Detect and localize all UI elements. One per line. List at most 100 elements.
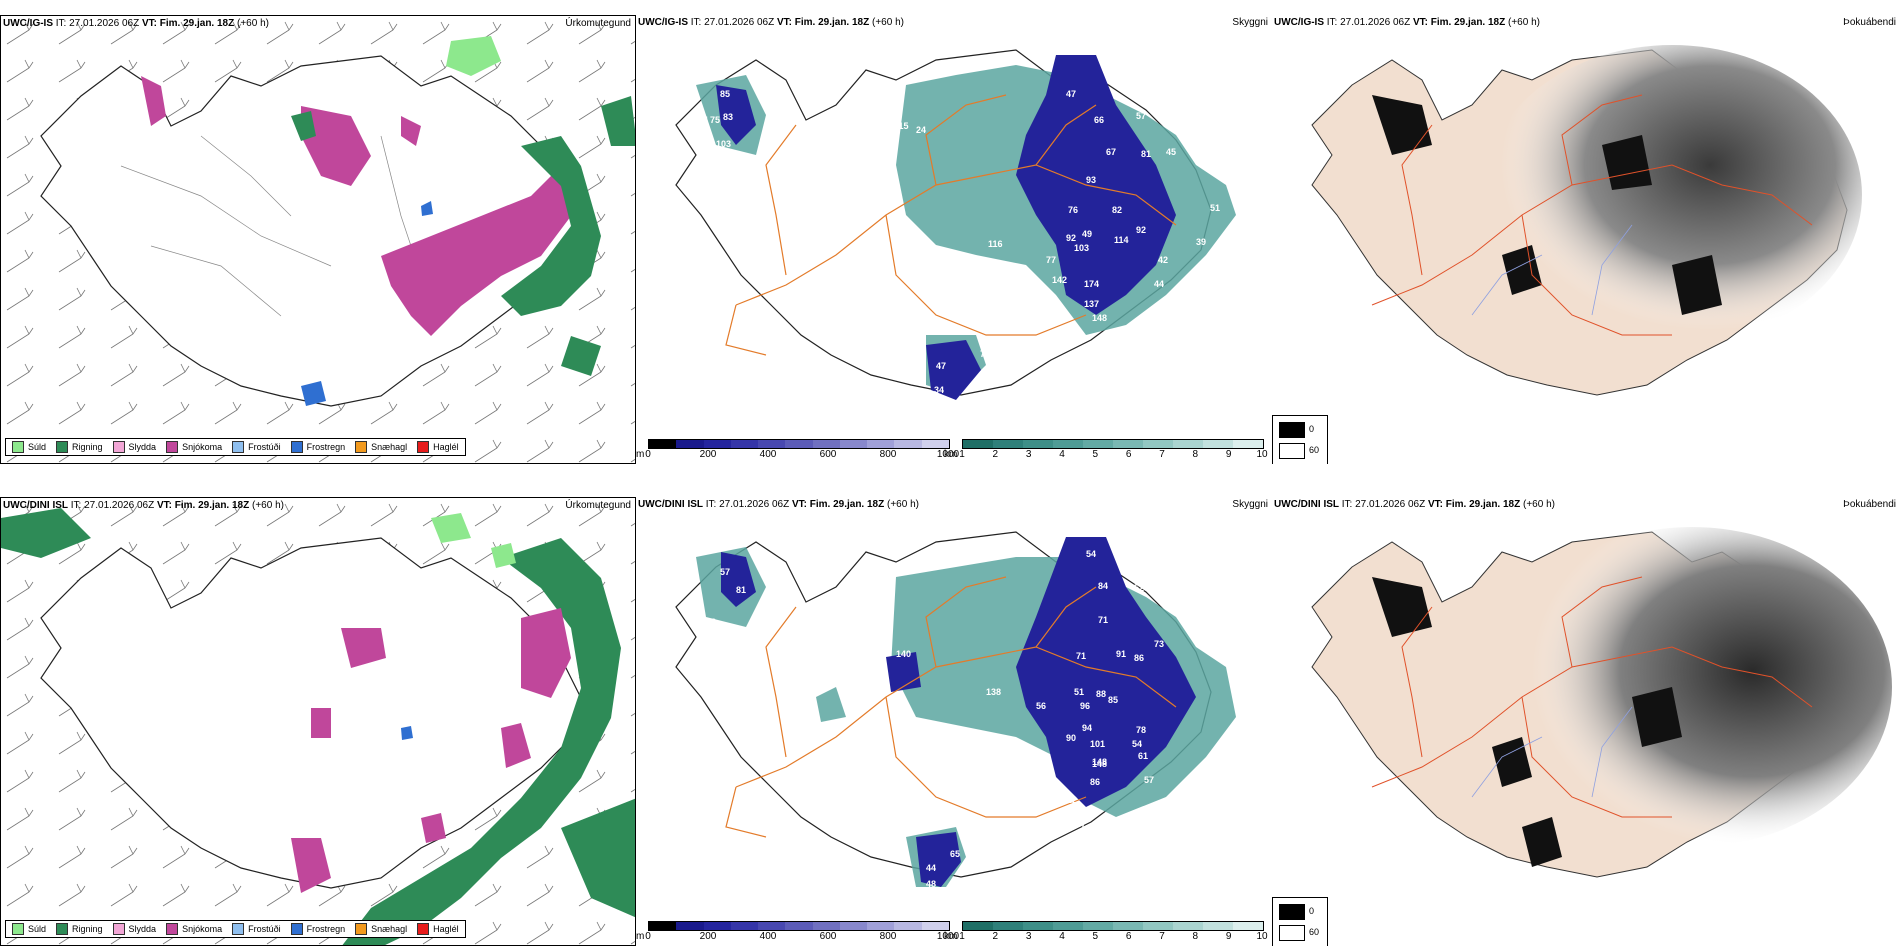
precip-legend-top: Súld Rigning Slydda Snjókoma Frostúði Fr…	[5, 438, 466, 456]
ceiling-value-label: 67	[1106, 147, 1116, 157]
colorbar-segment	[1113, 922, 1143, 930]
legend-swatch	[232, 441, 245, 453]
colorbar-tick-label: 10	[1256, 449, 1268, 460]
fog-legend-top: 0 60	[1272, 415, 1328, 464]
colorbar-segment	[963, 440, 993, 448]
colorbar-tick-label: 9	[1225, 931, 1232, 942]
colorbar-segment	[1143, 440, 1173, 448]
colorbar-segment	[1203, 922, 1233, 930]
legend-item-frostudi: Frostúði	[232, 923, 281, 935]
ceiling-value-label: 86	[1090, 777, 1100, 787]
colorbar-segment	[649, 440, 677, 448]
legend-swatch	[166, 923, 179, 935]
ceiling-value-label: 65	[950, 849, 960, 859]
precip-panel-top: UWC/IG-IS IT: 27.01.2026 06Z VT: Fim. 29…	[0, 15, 636, 464]
drizzle-area	[431, 513, 516, 568]
colorbar-tick-label: 600	[819, 931, 837, 942]
colorbar-tick-label: 10	[1256, 931, 1268, 942]
ceiling-value-label: 39	[1196, 237, 1206, 247]
precip-panel-bottom: UWC/DINI ISL IT: 27.01.2026 06Z VT: Fim.…	[0, 497, 636, 946]
precip-label-bottom: Úrkomutegund	[565, 500, 631, 511]
colorbar-tick-label: 6	[1125, 931, 1132, 942]
ceiling-value-label: 52	[1134, 583, 1144, 593]
legend-swatch	[112, 441, 125, 453]
snow-area	[291, 608, 571, 893]
colorbar-tick-label: 3	[1025, 449, 1032, 460]
ceiling-value-label: 148	[1092, 757, 1107, 767]
ceiling-value-label: 91	[1116, 649, 1126, 659]
colorbar-segment	[1083, 922, 1113, 930]
ceiling-value-label: 47	[936, 361, 946, 371]
ceiling-colorbar-bottom	[648, 921, 950, 931]
precip-map-top	[1, 16, 635, 463]
legend-item-slydda: Slydda	[112, 923, 156, 935]
ceiling-value-label: 50	[1202, 637, 1212, 647]
colorbar-segment	[839, 922, 868, 930]
ceiling-value-label: 44	[926, 863, 936, 873]
colorbar-segment	[1113, 440, 1143, 448]
ceiling-value-label: 78	[1136, 725, 1146, 735]
ceiling-area	[716, 55, 1176, 400]
ceiling-value-label: 93	[1086, 175, 1096, 185]
road-network	[1371, 94, 1813, 336]
ceiling-value-label: 172	[846, 133, 861, 143]
legend-item-slydda: Slydda	[112, 441, 156, 453]
ceiling-value-label: 81	[1141, 149, 1151, 159]
ceiling-value-label: 103	[716, 139, 731, 149]
ceiling-map-bottom: 57 81 82 54 84 52 71 73 50 112 137 140 71 91 86 138 51 88…	[675, 531, 1236, 889]
ceiling-value-label: 66	[1094, 115, 1104, 125]
legend-item-snjokoma: Snjókoma	[166, 923, 222, 935]
ceiling-value-label: 136	[1002, 263, 1017, 273]
fog-panel-bottom: UWC/DINI ISL IT: 27.01.2026 06Z VT: Fim.…	[1272, 497, 1900, 946]
colorbar-segment	[1023, 922, 1053, 930]
colorbar-segment	[649, 922, 677, 930]
ceiling-value-label: 47	[1076, 819, 1086, 829]
colorbar-tick-label: 3	[1025, 931, 1032, 942]
colorbar-tick-label: 200	[699, 931, 717, 942]
legend-swatch	[56, 923, 69, 935]
colorbar-segment	[921, 440, 949, 448]
legend-item-rigning: Rigning	[56, 441, 103, 453]
visibility-colorbar-top	[962, 439, 1264, 449]
ceiling-value-label: 75	[946, 731, 956, 741]
legend-item-snaehagl: Snæhagl	[355, 923, 407, 935]
ceiling-value-label: 57	[1136, 111, 1146, 121]
fog-label-bottom: Þokuábendi	[1843, 499, 1896, 510]
colorbar-segment	[703, 922, 731, 930]
visibility-unit-bottom: km	[944, 931, 958, 942]
legend-item-snaehagl: Snæhagl	[355, 441, 407, 453]
ceiling-label-group: 57 81 82 54 84 52 71 73 50 112 137 140 71 91 86 138 51 88…	[706, 549, 1212, 889]
colorbar-tick-label: 600	[819, 449, 837, 460]
road-network	[1371, 576, 1813, 818]
ceiling-value-label: 56	[1036, 701, 1046, 711]
ceiling-value-label: 116	[988, 239, 1003, 249]
ceiling-colorbar-top	[648, 439, 950, 449]
drizzle-area	[446, 36, 501, 76]
rain-area	[291, 96, 635, 376]
colorbar-tick-label: 1	[959, 931, 965, 942]
fog-swatch-0	[1279, 422, 1305, 438]
ceiling-value-label: 77	[1046, 255, 1056, 265]
colorbar-tick-label: 5	[1092, 449, 1099, 460]
colorbar-tick-label: 8	[1192, 931, 1199, 942]
ceiling-value-label: 81	[736, 585, 746, 595]
ceiling-value-label: 115	[894, 121, 909, 131]
legend-item-snjokoma: Snjókoma	[166, 441, 222, 453]
colorbar-segment	[894, 440, 922, 448]
ceiling-value-label: 76	[1068, 205, 1078, 215]
fog-dark-patches	[1372, 577, 1682, 867]
visibility-unit-top: km	[944, 449, 958, 460]
ceiling-value-label: 148	[1092, 759, 1107, 769]
ceiling-panel-bottom: 57 81 82 54 84 52 71 73 50 112 137 140 71 91 86 138 51 88…	[636, 497, 1272, 946]
river-network	[1471, 706, 1633, 798]
ceiling-value-label: 82	[1112, 205, 1122, 215]
colorbar-tick-label: 1000	[936, 931, 960, 942]
legend-swatch	[12, 441, 24, 453]
panel-title-precip-bottom: UWC/DINI ISL IT: 27.01.2026 06Z VT: Fim.…	[3, 500, 284, 511]
colorbar-segment	[1143, 922, 1173, 930]
colorbar-tick-label: 2	[992, 449, 999, 460]
fog-map-bottom	[1311, 527, 1892, 878]
ceiling-value-label: 57	[1144, 775, 1154, 785]
colorbar-segment	[785, 922, 813, 930]
